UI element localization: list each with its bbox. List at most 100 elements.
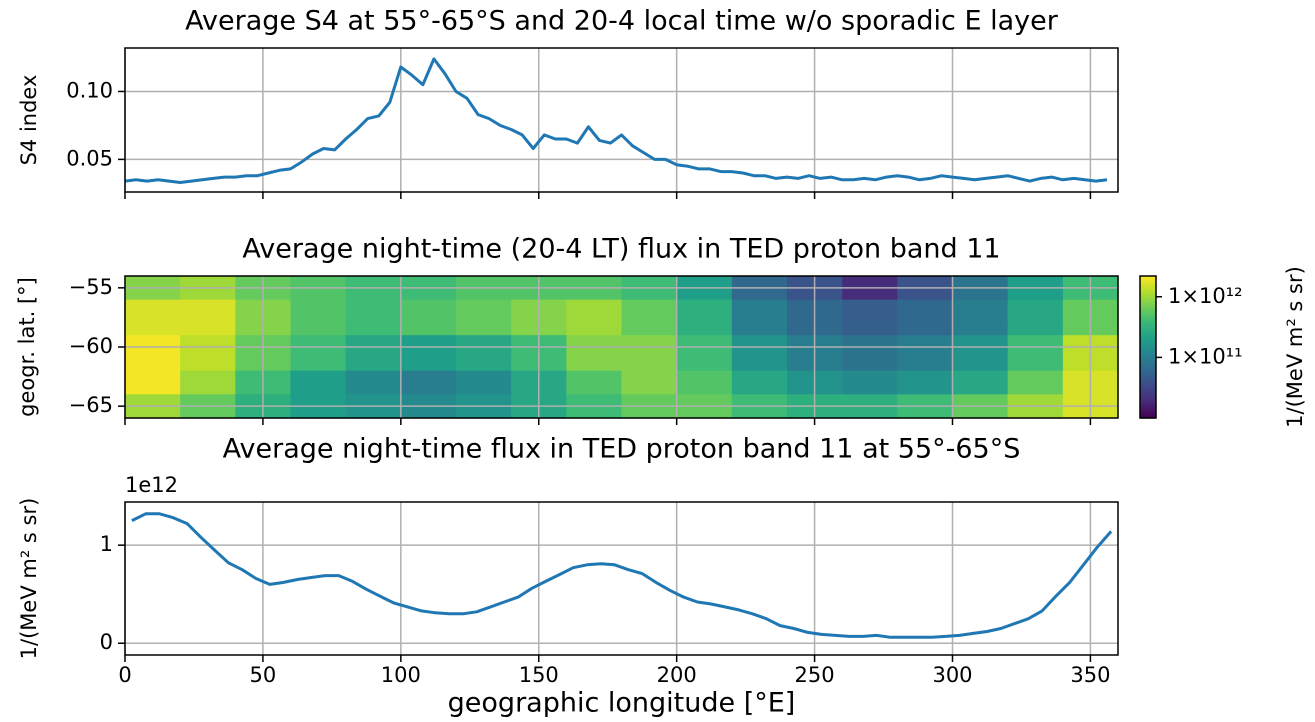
heatmap-cell (290, 276, 347, 289)
heatmap-cell (400, 311, 457, 324)
heatmap-cell (731, 276, 788, 289)
colorbar-swatch (1140, 294, 1156, 298)
heatmap-cell (125, 323, 181, 336)
heatmap-cell (290, 287, 347, 301)
heatmap-cell (125, 382, 181, 395)
heatmap-cell (345, 406, 402, 419)
heatmap-cell (180, 347, 236, 360)
y-tick-label: −65 (69, 393, 113, 417)
heatmap-cell (290, 370, 347, 384)
heatmap-cell (345, 394, 402, 407)
heatmap-cell (1007, 299, 1064, 313)
heatmap-cell (897, 358, 954, 372)
heatmap-cell (125, 287, 181, 301)
heatmap-cell (897, 370, 954, 384)
heatmap-cell (952, 311, 1009, 324)
heatmap-cell (731, 358, 788, 372)
colorbar-swatch (1140, 358, 1156, 362)
heatmap-cell (952, 299, 1009, 313)
colorbar-swatch (1140, 389, 1156, 393)
heatmap-cell (731, 347, 788, 360)
heatmap-cell (897, 287, 954, 301)
heatmap-cell (180, 382, 236, 395)
heatmap-cell (676, 370, 733, 384)
heatmap-cell (456, 347, 512, 360)
y-tick-label: −60 (69, 334, 113, 358)
colorbar-swatch (1140, 361, 1156, 365)
heatmap-cell (290, 394, 347, 407)
colorbar-swatch (1140, 292, 1156, 296)
heatmap-cell (842, 323, 898, 336)
heatmap-cell (621, 370, 678, 384)
heatmap-cell (566, 276, 623, 289)
heatmap-cell (952, 276, 1009, 289)
heatmap-cell (842, 370, 898, 384)
heatmap-cell (842, 406, 898, 419)
heatmap-cell (566, 382, 623, 395)
panel-title: Average night-time (20-4 LT) flux in TED… (242, 234, 1000, 265)
heatmap-cell (621, 406, 678, 419)
heatmap-cell (731, 299, 788, 313)
heatmap-cell (125, 335, 181, 348)
heatmap-cell (621, 287, 678, 301)
colorbar-swatch (1140, 368, 1156, 372)
heatmap-cell (897, 311, 954, 324)
colorbar-swatch (1140, 354, 1156, 358)
heatmap-cell (345, 287, 402, 301)
heatmap-cell (842, 311, 898, 324)
heatmap-cell (731, 323, 788, 336)
colorbar-swatch (1140, 306, 1156, 310)
heatmap-cell (180, 323, 236, 336)
heatmap-cell (566, 299, 623, 313)
heatmap-cell (125, 406, 181, 419)
colorbar-swatch (1140, 299, 1156, 303)
heatmap-cell (1007, 276, 1064, 289)
colorbar-swatch (1140, 330, 1156, 334)
heatmap-cell (1007, 406, 1064, 419)
x-tick-label: 0 (118, 663, 131, 687)
heatmap-cell (676, 323, 733, 336)
heatmap-cell (125, 394, 181, 407)
heatmap-cell (456, 358, 512, 372)
colorbar-swatch (1140, 283, 1156, 287)
heatmap-cell (952, 358, 1009, 372)
heatmap-cell (290, 382, 347, 395)
colorbar-swatch (1140, 344, 1156, 348)
panel: Average S4 at 55°-65°S and 20-4 local ti… (17, 6, 1119, 199)
heatmap-cell (676, 276, 733, 289)
y-tick-label: 0.05 (66, 146, 113, 170)
heatmap-cell (180, 311, 236, 324)
heatmap-cell (897, 394, 954, 407)
colorbar-swatch (1140, 415, 1156, 419)
colorbar-swatch (1140, 280, 1156, 284)
heatmap-cell (731, 287, 788, 301)
heatmap-cell (345, 382, 402, 395)
heatmap-cell (621, 358, 678, 372)
heatmap-cell (621, 276, 678, 289)
heatmap-cell (180, 335, 236, 348)
heatmap-cell (290, 406, 347, 419)
x-tick-label: 100 (381, 663, 421, 687)
heatmap-cell (290, 335, 347, 348)
heatmap-cell (345, 370, 402, 384)
heatmap-cell (952, 370, 1009, 384)
colorbar-swatch (1140, 316, 1156, 320)
y-axis-label: geogr. lat. [°] (15, 277, 39, 417)
heatmap-cell (621, 347, 678, 360)
heatmap-cell (456, 382, 512, 395)
heatmap-cell (842, 347, 898, 360)
colorbar-swatch (1140, 408, 1156, 412)
heatmap-cell (566, 406, 623, 419)
heatmap-cell (1007, 287, 1064, 301)
heatmap-cell (897, 323, 954, 336)
heatmap-cell (125, 370, 181, 384)
colorbar-swatch (1140, 335, 1156, 339)
heatmap-cell (125, 299, 181, 313)
heatmap-cell (731, 382, 788, 395)
heatmap-cell (897, 276, 954, 289)
colorbar-swatch (1140, 287, 1156, 291)
heatmap-cell (400, 406, 457, 419)
heatmap-cell (731, 394, 788, 407)
colorbar-swatch (1140, 351, 1156, 355)
heatmap-cell (842, 335, 898, 348)
